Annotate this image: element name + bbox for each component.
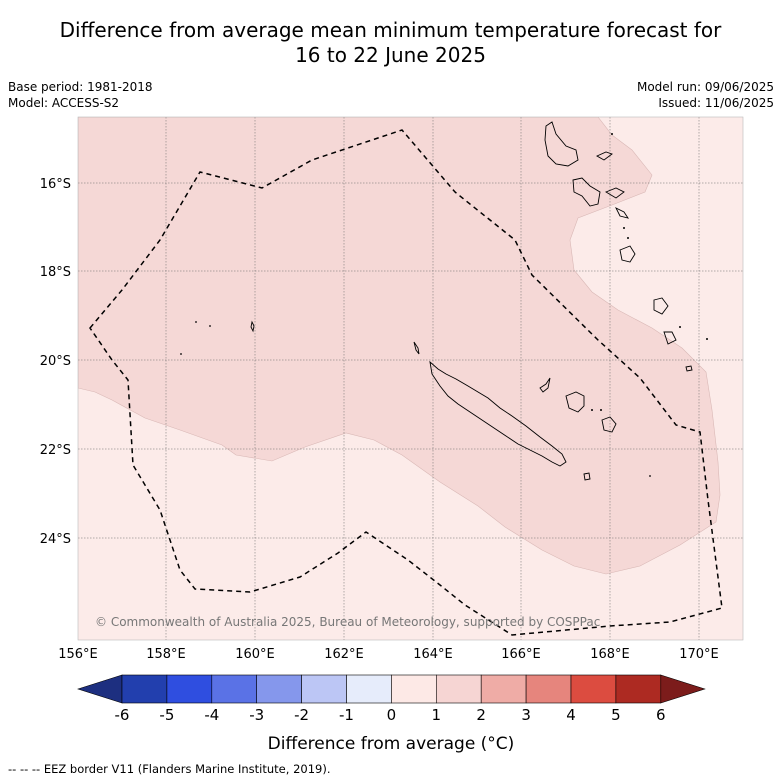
anomaly-zone-1-2	[78, 117, 721, 575]
ile-des-pins	[583, 472, 591, 481]
colorbar-bin	[346, 674, 392, 704]
small-islet	[679, 326, 681, 328]
small-islet	[627, 237, 629, 239]
small-islet	[195, 321, 197, 323]
lon-label: 156°E	[58, 647, 98, 662]
colorbar-tick-label: -1	[339, 706, 354, 724]
colorbar-tick-label: -5	[159, 706, 174, 724]
lat-label: 18°S	[40, 265, 71, 280]
lon-label: 170°E	[679, 647, 719, 662]
lon-gridlines	[165, 117, 700, 640]
lon-label: 168°E	[590, 647, 630, 662]
lat-label: 20°S	[40, 354, 71, 369]
colorbar-tick-label: 6	[656, 706, 666, 724]
lon-label: 166°E	[501, 647, 541, 662]
lat-axis: 16°S 18°S 20°S 22°S 24°S	[40, 177, 71, 547]
chesterfield-reef	[250, 320, 255, 333]
efate	[619, 245, 636, 263]
maewo-pentecost	[596, 151, 613, 161]
lat-label: 16°S	[40, 177, 71, 192]
colorbar-bin	[615, 674, 662, 704]
eez-border	[89, 129, 723, 636]
malakula	[572, 177, 601, 207]
colorbar-tick-label: -6	[115, 706, 130, 724]
small-islet	[180, 353, 182, 355]
small-islet	[591, 409, 593, 411]
small-islet	[600, 409, 602, 411]
belep-islands	[413, 341, 420, 355]
colorbar-bin	[391, 674, 437, 704]
colorbar-bin	[256, 674, 302, 704]
model-run: Model run: 09/06/2025	[636, 80, 774, 94]
title-line-2: 16 to 22 June 2025	[295, 43, 486, 67]
lifou-island	[565, 391, 585, 413]
colorbar-ticks: -6 -5 -4 -3 -2 -1 0 1 2 3 4 5 6	[115, 706, 666, 724]
colorbar-bin	[435, 674, 482, 704]
epi-islands	[614, 206, 630, 219]
lat-label: 22°S	[40, 443, 71, 458]
map-area: © Commonwealth of Australia 2025, Bureau…	[78, 117, 743, 640]
lat-label: 24°S	[40, 532, 71, 547]
espiritu-santo	[544, 121, 579, 167]
colorbar-tick-label: 3	[521, 706, 531, 724]
lon-label: 160°E	[235, 647, 275, 662]
aneityum	[685, 365, 693, 372]
new-caledonia-coastline	[429, 360, 567, 467]
title-line-1: Difference from average mean minimum tem…	[59, 18, 722, 42]
colorbar-bin	[211, 674, 258, 704]
lon-label: 162°E	[324, 647, 364, 662]
lon-label: 164°E	[413, 647, 453, 662]
colorbar-tick-label: -3	[249, 706, 264, 724]
colorbar-tick-label: 4	[566, 706, 576, 724]
colorbar-bin	[301, 674, 347, 704]
small-islet	[209, 325, 211, 327]
colorbar	[77, 674, 706, 704]
base-period: Base period: 1981-2018	[8, 80, 153, 94]
colorbar-bin	[570, 674, 617, 704]
meta-left: Base period: 1981-2018 Model: ACCESS-S2	[8, 79, 153, 111]
colorbar-tick-label: -2	[294, 706, 309, 724]
map-title: Difference from average mean minimum tem…	[0, 18, 781, 68]
colorbar-extend-high	[660, 674, 706, 704]
colorbar-tick-label: 5	[611, 706, 621, 724]
colorbar-tick-label: -4	[204, 706, 219, 724]
lon-label: 158°E	[146, 647, 186, 662]
small-islet	[706, 338, 708, 340]
colorbar-bin	[480, 674, 527, 704]
colorbar-tick-label: 2	[476, 706, 486, 724]
issued-date: Issued: 11/06/2025	[658, 96, 774, 110]
small-islet	[623, 227, 625, 229]
model-name: Model: ACCESS-S2	[8, 96, 120, 110]
small-islet	[649, 475, 651, 477]
colorbar-tick-label: 0	[387, 706, 397, 724]
colorbar-bin	[121, 674, 168, 704]
ouvea-island	[539, 377, 551, 393]
colorbar-bin	[525, 674, 572, 704]
colorbar-extend-low	[77, 674, 123, 704]
copyright-notice: © Commonwealth of Australia 2025, Bureau…	[95, 615, 600, 629]
eez-legend: -- -- -- EEZ border V11 (Flanders Marine…	[8, 762, 331, 776]
map-frame	[77, 116, 744, 641]
colorbar-bin	[166, 674, 213, 704]
lon-axis: 156°E 158°E 160°E 162°E 164°E 166°E 168°…	[58, 647, 719, 662]
ambrym	[604, 187, 625, 199]
erromango	[653, 297, 669, 315]
tanna	[663, 331, 677, 345]
mare-island	[601, 416, 617, 433]
colorbar-tick-label: 1	[432, 706, 442, 724]
meta-right: Model run: 09/06/2025 Issued: 11/06/2025	[637, 79, 774, 111]
small-islet	[611, 133, 613, 135]
colorbar-label: Difference from average (°C)	[268, 734, 515, 754]
